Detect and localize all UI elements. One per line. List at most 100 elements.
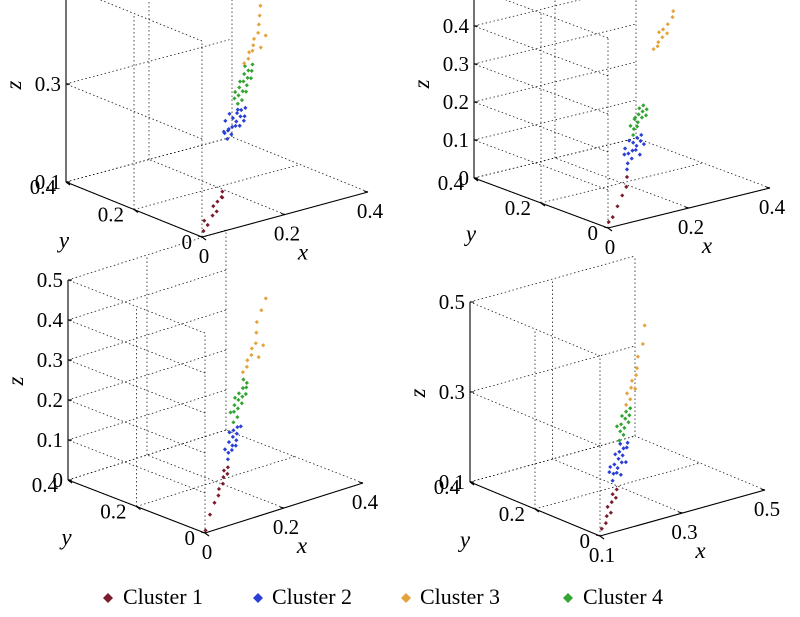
data-point (256, 355, 261, 360)
x-tick-label: 0 (199, 244, 210, 268)
grid-line (231, 136, 369, 193)
data-point (246, 56, 251, 61)
z-tick-label: 0.1 (35, 170, 61, 194)
data-point (249, 352, 254, 358)
series-cluster-3 (240, 296, 268, 375)
data-point (235, 424, 240, 430)
z-tick-label: 0.5 (37, 268, 63, 292)
legend-item-2: Cluster 2 (253, 584, 352, 609)
data-point (651, 47, 656, 52)
data-point (237, 79, 243, 84)
data-point (243, 105, 248, 110)
x-tick-label: 0.1 (589, 543, 615, 567)
y-axis-label: y (464, 221, 477, 246)
data-point (615, 204, 620, 209)
y-tick-label: 0.2 (499, 502, 525, 526)
grid-line (469, 391, 601, 447)
data-point (242, 114, 247, 119)
data-point (202, 218, 207, 223)
data-point (635, 354, 640, 359)
data-point (234, 119, 239, 124)
data-point (610, 215, 615, 220)
series-cluster-1 (203, 465, 230, 533)
z-tick-label: 0.4 (443, 14, 470, 38)
data-point (609, 500, 614, 505)
data-point (633, 115, 638, 120)
x-tick-label: 0.3 (671, 520, 697, 544)
data-point (210, 213, 215, 218)
data-point (624, 174, 630, 180)
x-tick-mark (279, 506, 285, 509)
series-cluster-4 (628, 103, 649, 138)
series-cluster-2 (607, 440, 630, 483)
z-tick-label: 0.1 (443, 128, 469, 152)
data-point (211, 204, 216, 209)
data-point (606, 219, 611, 225)
data-point (634, 373, 639, 378)
data-point (634, 143, 639, 148)
data-point (624, 445, 629, 450)
data-point (233, 123, 238, 129)
data-point (250, 48, 255, 53)
y-axis-label: y (458, 527, 471, 552)
data-point (220, 195, 225, 200)
data-point (247, 50, 252, 55)
data-point (603, 521, 608, 526)
data-point (613, 452, 618, 457)
x-tick-label: 0.5 (754, 497, 780, 521)
data-point (232, 96, 237, 101)
data-point (656, 30, 662, 35)
grid-line (133, 164, 301, 210)
data-point (628, 123, 633, 128)
grid-line (65, 38, 233, 85)
y-tick-label: 0.4 (434, 475, 461, 499)
data-point (612, 462, 617, 467)
data-point (640, 341, 645, 347)
data-point (615, 465, 620, 471)
grid-line (554, 157, 690, 209)
grid-line (148, 159, 286, 215)
y-tick-mark (133, 209, 139, 213)
data-point (644, 107, 649, 112)
x-tick-label: 0.4 (357, 199, 384, 223)
data-point (221, 468, 227, 473)
x-axis-label: x (701, 233, 713, 258)
data-point (259, 308, 264, 313)
legend: Cluster 1 Cluster 2 Cluster 3 Cluster 4 (103, 584, 663, 609)
data-point (633, 386, 638, 391)
legend-item-4: Cluster 4 (563, 584, 663, 609)
data-point (236, 397, 241, 403)
data-point (632, 117, 637, 122)
data-point (623, 416, 628, 421)
data-point (238, 424, 243, 429)
grid-line (552, 458, 683, 514)
grid-line (534, 462, 701, 510)
data-point (205, 222, 210, 228)
data-point (230, 443, 235, 448)
data-point (614, 470, 619, 475)
data-point (222, 447, 228, 452)
series-cluster-4 (232, 62, 255, 106)
data-point (625, 161, 630, 166)
data-point (220, 481, 225, 486)
data-point (244, 89, 249, 94)
data-point (263, 33, 268, 38)
data-point (639, 132, 644, 138)
data-point (608, 464, 613, 470)
data-point (638, 138, 643, 144)
data-point (660, 27, 666, 32)
data-point (254, 330, 259, 335)
series-cluster-4 (614, 406, 633, 443)
data-point (239, 107, 244, 113)
data-point (261, 343, 266, 348)
data-point (619, 460, 624, 465)
data-point (665, 22, 670, 27)
x-tick-label: 0 (202, 540, 213, 564)
data-point (249, 346, 254, 351)
data-point (227, 430, 232, 435)
data-point (225, 465, 230, 470)
data-point (628, 397, 633, 402)
grid-line (67, 439, 206, 494)
data-point (236, 391, 242, 396)
